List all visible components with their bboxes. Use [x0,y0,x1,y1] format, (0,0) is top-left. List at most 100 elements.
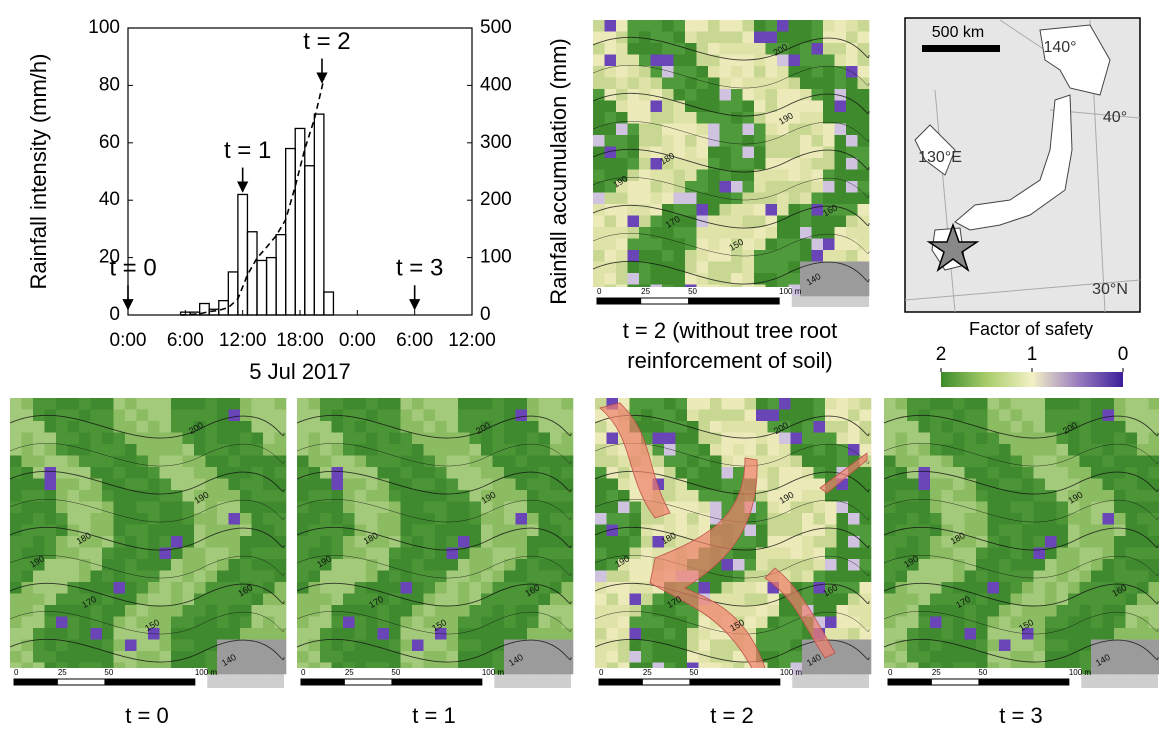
map-cell [320,605,332,617]
map-cell [447,525,459,537]
map-cell [930,444,942,456]
map-cell [848,410,860,422]
map-cell [766,239,778,251]
map-cell [435,398,447,410]
map-cell [252,548,264,560]
map-cell [91,433,103,445]
map-cell [550,571,562,583]
map-cell [527,548,539,560]
map-cell [825,456,837,468]
map-cell [125,421,137,433]
map-cell [812,124,824,136]
map-cell [458,513,470,525]
map-cell [114,444,126,456]
map-cell [171,617,183,629]
map-cell [653,628,665,640]
map-cell [605,124,617,136]
map-cell [791,571,803,583]
map-cell [605,101,617,113]
map-cell [812,78,824,90]
map-cell [56,548,68,560]
map-cell [953,651,965,663]
map-cell [720,66,732,78]
map-cell [366,479,378,491]
map-cell [366,490,378,502]
x-tick-label: 12:00 [219,330,267,351]
map-cell [366,444,378,456]
map-cell [263,582,275,594]
map-cell [493,628,505,640]
map-cell [846,20,858,32]
map-cell [516,398,528,410]
map-cell [79,628,91,640]
map-cell [33,536,45,548]
map-cell [378,571,390,583]
map-cell [320,617,332,629]
map-cell [720,89,732,101]
map-cell [79,513,91,525]
map-cell [896,479,908,491]
map-cell [206,651,218,663]
map-cell [733,444,745,456]
map-cell [424,513,436,525]
map-cell [527,628,539,640]
map-cell [343,651,355,663]
map-cell [320,525,332,537]
map-cell [628,112,640,124]
map-cell [458,410,470,422]
map-cell [653,594,665,606]
map-cell [858,170,870,182]
map-cell [710,502,722,514]
map-cell [919,456,931,468]
map-cell [527,651,539,663]
map-cell [779,410,791,422]
map-cell [756,502,768,514]
map-cell [812,193,824,205]
map-cell [756,617,768,629]
map-cell [160,559,172,571]
map-cell [651,78,663,90]
map-cell [355,421,367,433]
map-cell [493,513,505,525]
map-cell [930,433,942,445]
map-cell [756,444,768,456]
map-cell [527,456,539,468]
map-cell [835,250,847,262]
map-cell [1080,433,1092,445]
map-cell [976,548,988,560]
map-cell [309,536,321,548]
map-cell [320,467,332,479]
map-cell [309,410,321,422]
map-cell [745,605,757,617]
map-cell [607,582,619,594]
map-cell [1068,628,1080,640]
map-cell [56,536,68,548]
map-cell [756,433,768,445]
map-cell [343,421,355,433]
map-cell [687,617,699,629]
map-cell [378,582,390,594]
map-cell [674,193,686,205]
map-cell [662,193,674,205]
map-cell [137,467,149,479]
map-cell [527,513,539,525]
map-cell [412,548,424,560]
map-cell [355,479,367,491]
map-cell [229,628,241,640]
map-cell [835,124,847,136]
map-cell [481,456,493,468]
map-cell [91,456,103,468]
map-cell [731,216,743,228]
map-cell [823,43,835,55]
map-cell [378,513,390,525]
map-cell [754,204,766,216]
map-cell [942,605,954,617]
map-cell [823,262,835,274]
map-cell [687,444,699,456]
map-cell [1034,467,1046,479]
map-cell [907,513,919,525]
map-cell [493,467,505,479]
map-cell [539,513,551,525]
map-cell [953,456,965,468]
map-cell [641,628,653,640]
